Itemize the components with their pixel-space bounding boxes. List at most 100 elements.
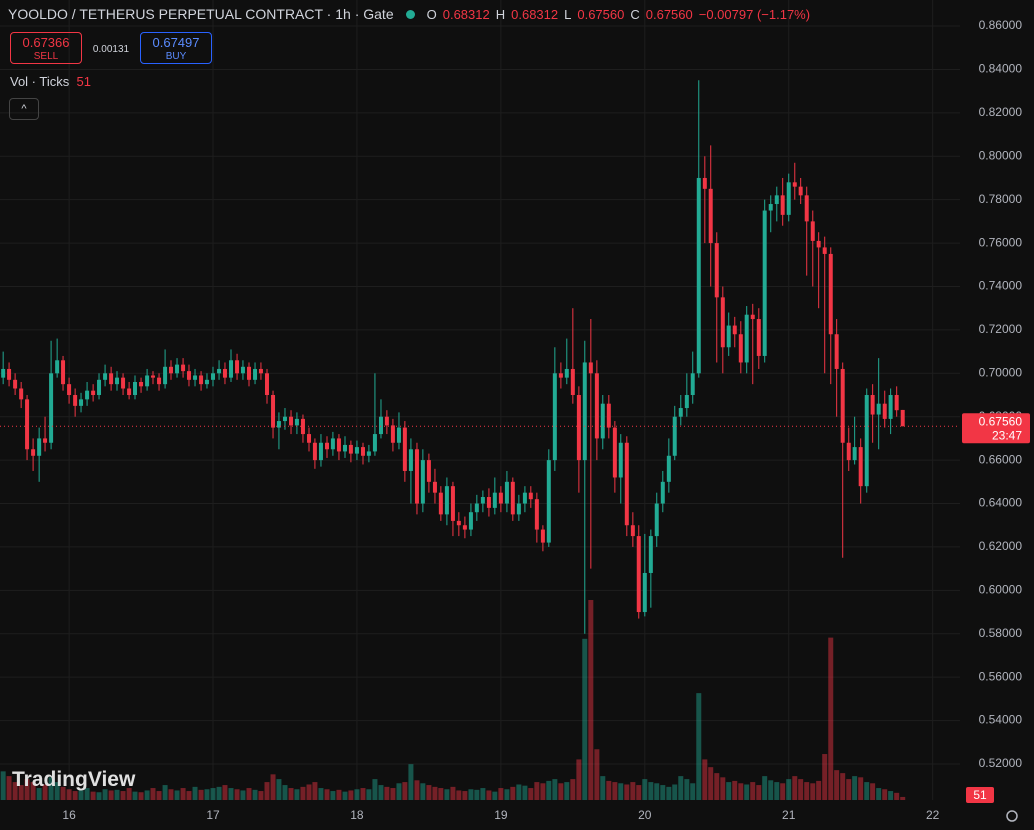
volume-bar: [180, 788, 186, 800]
symbol[interactable]: YOOLDO / TETHERUS PERPETUAL CONTRACT · 1…: [8, 6, 394, 22]
volume-bar: [798, 779, 804, 800]
volume-bar: [264, 782, 270, 800]
sell-price: 0.67366: [22, 35, 70, 50]
candle-body: [378, 416, 383, 435]
candle-body: [672, 416, 677, 456]
collapse-button[interactable]: ^: [9, 98, 39, 120]
volume-bar: [852, 776, 858, 800]
countdown: 23:47: [992, 428, 1022, 442]
candle-body: [726, 325, 731, 348]
candle-body: [73, 395, 78, 406]
l-val: 0.67560: [577, 6, 625, 22]
volume-bar: [318, 788, 324, 800]
volume-bar: [516, 784, 522, 800]
y-tick-label: 0.72000: [979, 322, 1023, 336]
volume-bar: [660, 785, 666, 800]
candle-body: [612, 427, 617, 478]
volume-bar: [24, 779, 30, 800]
candle-body: [786, 182, 791, 215]
candle-body: [816, 240, 821, 248]
volume-bar: [480, 788, 486, 800]
candle-body: [408, 449, 413, 471]
volume-bar: [636, 785, 642, 800]
candle-body: [582, 362, 587, 461]
y-tick-label: 0.76000: [979, 235, 1023, 249]
candle-body: [792, 182, 797, 187]
candle-body: [498, 492, 503, 504]
candle-body: [882, 403, 887, 419]
candle-body: [708, 188, 713, 244]
volume-bar: [384, 786, 390, 800]
volume-bar: [408, 764, 414, 800]
volume-bar: [192, 786, 198, 800]
volume-bar: [528, 788, 534, 800]
candle-body: [217, 368, 222, 374]
volume-bar: [888, 791, 894, 800]
volume-bar: [276, 779, 282, 800]
h-key: H: [495, 6, 506, 22]
candle-body: [121, 377, 126, 389]
volume-bar: [450, 786, 456, 800]
candle-body: [186, 371, 191, 380]
candle-body: [282, 416, 287, 422]
volume-bar: [42, 784, 48, 800]
volume-bar: [330, 791, 336, 800]
last-price-box: [962, 413, 1030, 444]
candle-body: [115, 377, 120, 385]
candle-body: [168, 366, 173, 374]
volume-bar: [228, 788, 234, 800]
c-key: C: [630, 6, 640, 22]
candle-body: [253, 368, 258, 380]
y-tick-label: 0.70000: [979, 365, 1023, 379]
volume-value-tag: 51: [973, 788, 987, 802]
volume-bar: [708, 767, 714, 800]
volume-bar: [102, 789, 108, 800]
volume-bar: [822, 754, 828, 800]
x-tick-label: 17: [206, 808, 220, 822]
candle-body: [246, 366, 251, 380]
volume-bar: [792, 776, 798, 800]
candle-body: [588, 362, 593, 374]
candle-body: [894, 395, 899, 411]
volume-bar: [654, 783, 660, 800]
candle-body: [510, 481, 515, 515]
candle-body: [648, 536, 653, 573]
volume-bar: [336, 789, 342, 800]
candle-body: [522, 492, 527, 504]
candle-body: [258, 368, 263, 374]
candle-body: [678, 408, 683, 417]
y-tick-label: 0.86000: [979, 18, 1023, 32]
volume-bar: [762, 776, 768, 800]
volume-bar: [582, 638, 588, 800]
volume-bar: [324, 789, 330, 800]
candle-body: [486, 497, 491, 508]
candle-body: [768, 204, 773, 211]
candle-body: [85, 390, 90, 400]
volume-bar: [48, 777, 54, 800]
candle-body: [774, 195, 779, 205]
volume-bar: [522, 785, 528, 800]
volume-bar: [150, 788, 156, 800]
volume-bar: [864, 782, 870, 800]
sell-button[interactable]: 0.67366 SELL: [10, 32, 82, 64]
last-price-label: 0.67560: [979, 414, 1023, 428]
candle-body: [390, 425, 395, 443]
volume-bar: [816, 780, 822, 800]
candle-body: [294, 418, 299, 426]
candle-body: [414, 449, 419, 504]
volume-bar: [780, 783, 786, 800]
candle-body: [738, 334, 743, 363]
x-tick-label: 21: [782, 808, 796, 822]
volume-bar: [504, 789, 510, 800]
candle-body: [516, 503, 521, 515]
volume-bar: [498, 788, 504, 800]
volume-bar: [774, 782, 780, 800]
candle-body: [642, 572, 647, 613]
candle-body: [546, 460, 551, 543]
volume-bar: [438, 788, 444, 800]
candle-body: [456, 520, 461, 526]
buy-button[interactable]: 0.67497 BUY: [140, 32, 212, 64]
volume-value-box: [966, 787, 994, 803]
candle-body: [876, 403, 881, 415]
candle-body: [330, 438, 335, 450]
